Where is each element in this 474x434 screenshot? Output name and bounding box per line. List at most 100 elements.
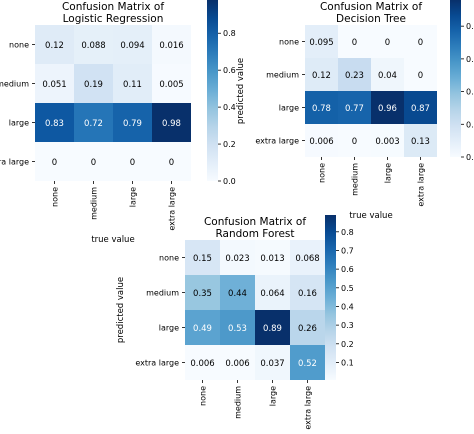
cell-value-label: 0.53 [228,324,247,334]
heatmap-cell [255,310,290,345]
cell-value-label: 0.051 [42,80,66,90]
chart-title: Confusion Matrix of [62,1,164,13]
colorbar-tick-label: 0.4 [223,103,236,112]
heatmap-cell [338,124,371,157]
heatmap-cell [74,142,113,181]
chart-title: Decision Tree [336,13,406,25]
heatmap-cell [371,124,404,157]
heatmap-cell [338,25,371,58]
chart-title: Confusion Matrix of [204,216,306,228]
heatmap-cell [371,91,404,124]
cell-value-label: 0.79 [123,119,142,129]
chart-title: Confusion Matrix of [320,1,422,13]
heatmap-cell [338,91,371,124]
cell-value-label: 0 [352,137,357,147]
heatmap-cell [113,142,152,181]
colorbar-tick-label: 0.5 [341,284,354,293]
colorbar-tick-label: 0.1 [341,358,354,367]
heatmap-cell [185,275,220,310]
cell-value-label: 0.87 [411,104,430,114]
heatmap-cell [35,103,74,142]
cell-value-label: 0.006 [190,359,214,369]
cell-value-label: 0 [130,158,135,168]
cell-value-label: 0 [418,71,423,81]
cell-value-label: 0.11 [123,80,142,90]
cell-value-label: 0.49 [193,324,212,334]
cell-value-label: 0.16 [298,289,317,299]
cell-value-label: 0.19 [84,80,103,90]
cell-value-label: 0 [418,38,423,48]
colorbar-tick-label: 0.4 [341,302,354,311]
cell-value-label: 0.89 [263,324,282,334]
colorbar [450,0,461,157]
heatmap-cell [152,103,191,142]
heatmap-cell [220,310,255,345]
colorbar-tick-label: 0.8 [341,228,354,237]
cell-value-label: 0.04 [378,71,397,81]
cell-value-label: 0.005 [159,80,183,90]
cell-value-label: 0.013 [260,254,284,264]
cell-value-label: 0.35 [193,289,212,299]
cell-value-label: 0 [169,158,174,168]
cell-value-label: 0 [52,158,57,168]
heatmap-cell [305,124,338,157]
heatmap-cell [255,275,290,310]
heatmap-cell [255,240,290,275]
heatmap-cell [220,240,255,275]
heatmap-cell [305,25,338,58]
cell-value-label: 0 [352,38,357,48]
cell-value-label: 0.44 [228,289,247,299]
cell-value-label: 0.77 [345,104,364,114]
heatmap-cell [255,345,290,380]
cell-value-label: 0.83 [45,119,64,129]
heatmap-cell [404,124,437,157]
heatmap-cell [404,58,437,91]
cell-value-label: 0.006 [309,137,333,147]
cell-value-label: 0.52 [298,359,317,369]
y-tick-label: medium [266,71,299,80]
chart-title: Logistic Regression [63,13,164,25]
x-tick-label: extra large [417,163,426,207]
x-axis-label: true value [91,235,134,245]
chart-title: Random Forest [215,228,294,240]
y-tick-label: medium [0,80,29,89]
heatmap-cell [74,103,113,142]
heatmap-cell [185,240,220,275]
cell-value-label: 0.96 [378,104,397,114]
y-tick-label: large [9,119,29,128]
heatmap-cell [35,142,74,181]
x-tick-label: none [318,163,327,183]
colorbar-tick-label: 0.0 [466,153,474,162]
cell-value-label: 0.15 [193,254,212,264]
colorbar-tick-label: 0.2 [341,340,354,349]
x-tick-label: medium [351,163,360,196]
y-axis-label: predicted value [116,277,126,343]
heatmap-cell [35,64,74,103]
cell-value-label: 0.98 [162,119,181,129]
colorbar-tick-label: 0.6 [466,55,474,64]
heatmap-cell [152,25,191,64]
cell-value-label: 0.023 [225,254,249,264]
x-tick-label: large [269,386,278,406]
y-tick-label: large [279,104,299,113]
colorbar-tick-label: 0.8 [466,22,474,31]
x-tick-label: medium [234,386,243,419]
y-tick-label: none [279,38,299,47]
cell-value-label: 0.088 [81,41,105,51]
y-axis-label: predicted value [236,58,246,124]
x-tick-label: none [199,386,208,406]
colorbar-tick-label: 0.6 [223,66,236,75]
heatmap-cell [220,345,255,380]
heatmap-cell [185,310,220,345]
heatmap-cell [220,275,255,310]
heatmap-cell [404,25,437,58]
heatmap-cell [152,64,191,103]
cell-value-label: 0 [385,38,390,48]
heatmap-cell [74,64,113,103]
colorbar-tick-label: 0.6 [341,265,354,274]
heatmap-cell [338,58,371,91]
heatmap-cell [305,91,338,124]
colorbar-tick-label: 0.4 [466,88,474,97]
cell-value-label: 0.003 [375,137,399,147]
colorbar-tick-label: 0.8 [223,29,236,38]
